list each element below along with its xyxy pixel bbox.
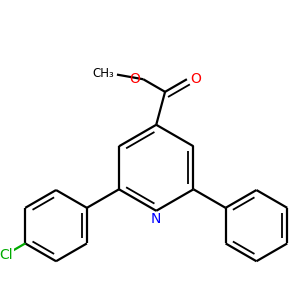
Text: CH₃: CH₃ [93,67,115,80]
Text: Cl: Cl [0,248,13,262]
Text: N: N [151,212,161,226]
Text: O: O [190,72,201,86]
Text: O: O [129,72,140,86]
